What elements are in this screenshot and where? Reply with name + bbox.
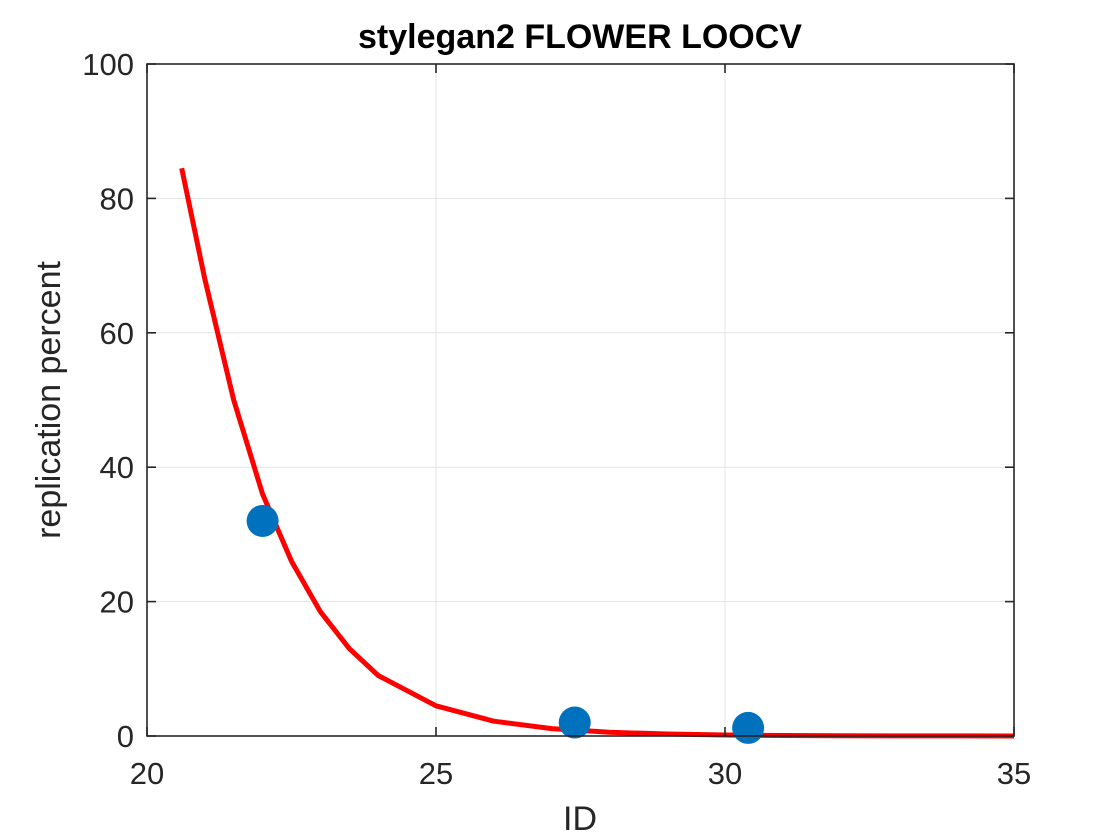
x-tick-labels: 20 25 30 35 <box>130 756 1031 791</box>
y-tick-label: 0 <box>117 719 134 754</box>
x-axis-label: ID <box>563 800 597 838</box>
plot-area <box>147 64 1014 736</box>
y-tick-label: 40 <box>100 450 134 485</box>
x-tick-label: 25 <box>419 756 453 791</box>
y-tick-label: 100 <box>82 47 134 82</box>
y-tick-label: 80 <box>100 181 134 216</box>
y-tick-label: 60 <box>100 316 134 351</box>
y-tick-labels: 0 20 40 60 80 100 <box>82 47 134 754</box>
x-tick-label: 30 <box>708 756 742 791</box>
x-tick-label: 35 <box>997 756 1031 791</box>
scatter-point <box>732 711 765 744</box>
axes-box <box>146 63 1015 737</box>
y-tick-label: 20 <box>100 585 134 620</box>
chart-title: stylegan2 FLOWER LOOCV <box>358 18 802 56</box>
tick-marks <box>146 63 1015 737</box>
scatter-point <box>558 706 591 739</box>
scatter-point <box>246 504 279 537</box>
y-axis-label: replication percent <box>30 261 68 539</box>
x-tick-label: 20 <box>130 756 164 791</box>
